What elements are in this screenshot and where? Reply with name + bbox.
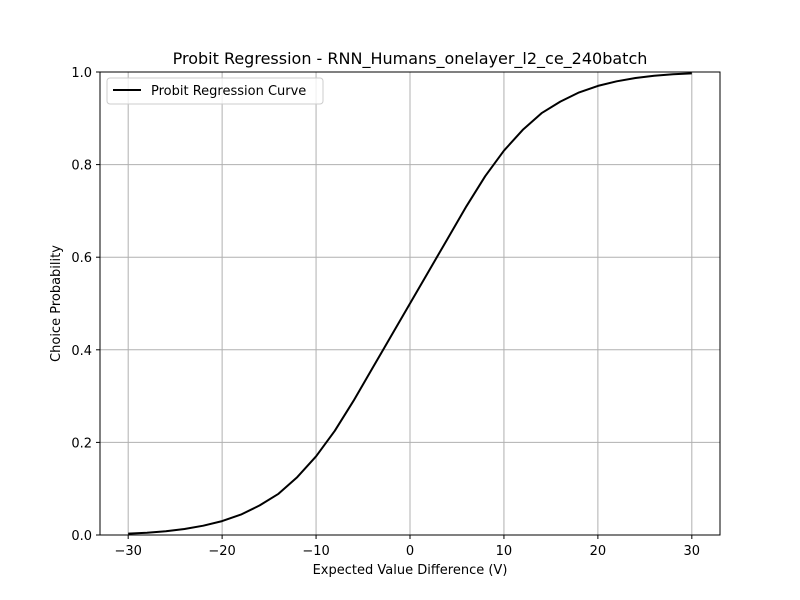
x-tick-label: 10 — [496, 544, 513, 559]
y-tick-label: 0.0 — [71, 529, 92, 544]
x-tick-label: −20 — [208, 544, 235, 559]
y-axis-label: Choice Probability — [49, 245, 64, 362]
x-tick-label: 30 — [684, 544, 701, 559]
y-tick-label: 0.8 — [71, 159, 92, 174]
chart-title: Probit Regression - RNN_Humans_onelayer_… — [173, 49, 648, 69]
x-tick-label: 0 — [406, 544, 414, 559]
x-tick-label: 20 — [590, 544, 607, 559]
ticks: −30 −20 −10 0 10 20 30 0.0 0.2 0.4 0.6 0.8 1.0 — [71, 66, 700, 559]
y-tick-label: 0.4 — [71, 344, 92, 359]
x-axis-label: Expected Value Difference (V) — [313, 563, 508, 578]
y-tick-label: 1.0 — [71, 66, 92, 81]
probit-curve-line — [128, 72, 692, 535]
series-layer — [128, 72, 692, 535]
x-tick-label: −10 — [302, 544, 329, 559]
legend-label: Probit Regression Curve — [151, 84, 306, 99]
legend: Probit Regression Curve — [106, 77, 324, 105]
y-tick-label: 0.2 — [71, 436, 92, 451]
x-tick-label: −30 — [114, 544, 141, 559]
legend-box — [106, 77, 324, 105]
y-tick-label: 0.6 — [71, 251, 92, 266]
